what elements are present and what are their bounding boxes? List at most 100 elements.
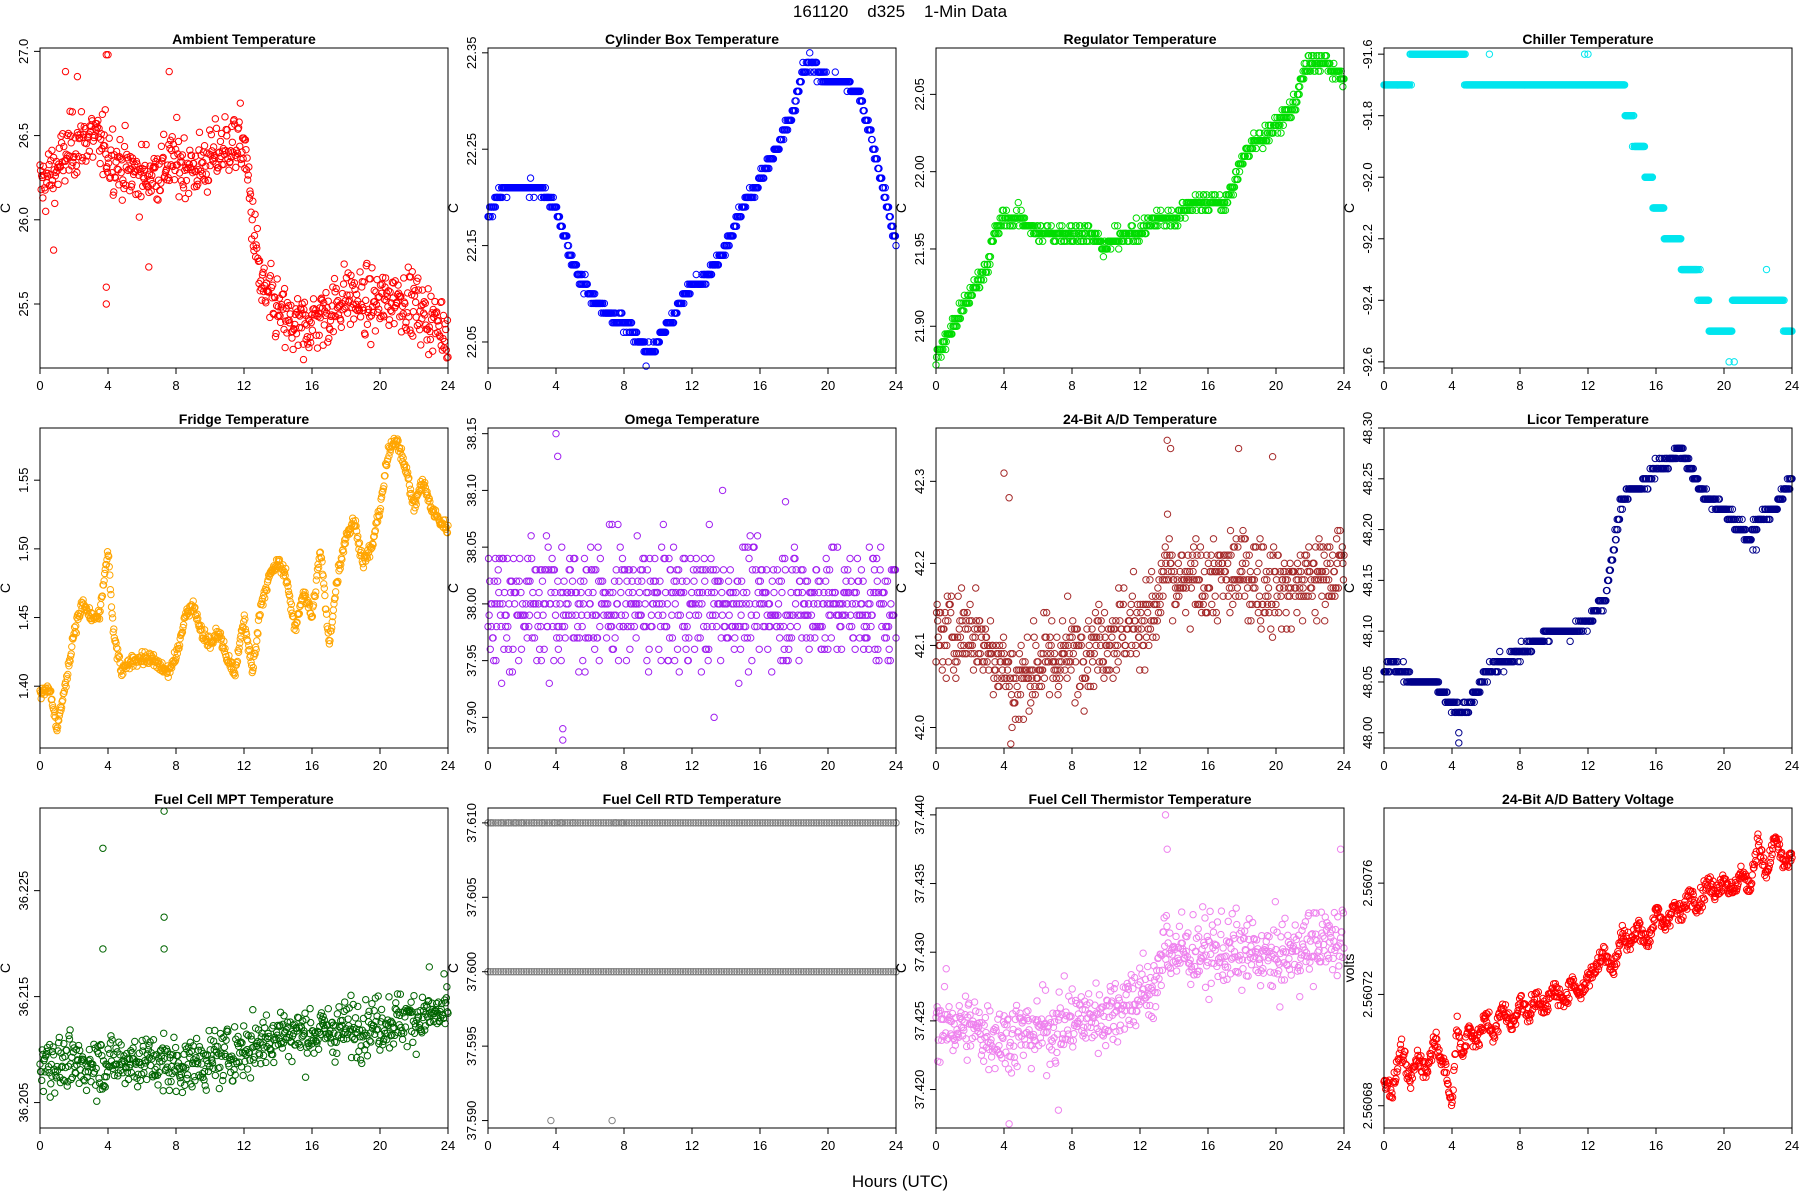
y-tick-label: 22.05 [464,326,479,359]
data-point [337,323,346,332]
data-point [831,68,839,76]
data-point [272,302,281,310]
data-point [1029,617,1038,625]
data-point [589,588,597,597]
data-point [156,186,165,195]
data-point [442,325,450,334]
data-point [308,326,317,334]
data-point [294,341,302,349]
data-point [170,175,179,184]
data-point [1196,543,1205,551]
data-point [409,332,417,340]
data-point [107,603,116,611]
data-point [1071,699,1079,707]
data-point [125,186,134,195]
data-point [999,633,1008,641]
data-point [1191,559,1199,568]
data-point [383,289,391,297]
data-point [105,134,113,142]
data-point [146,176,155,184]
y-tick-label: 22.00 [912,155,927,188]
data-point [362,296,370,305]
data-point [331,288,339,296]
plot-frame [1383,47,1793,369]
data-point [271,332,280,341]
data-point [1048,617,1056,625]
y-tick-label: -92.0 [1360,162,1375,192]
data-point [730,645,738,653]
data-point [103,163,111,171]
y-axis-label: C [0,203,13,213]
data-point [539,184,547,192]
data-point [266,272,275,280]
data-point [617,588,625,597]
data-point [551,611,560,619]
data-point [303,332,311,341]
data-point [1025,707,1033,715]
data-point [267,259,275,268]
data-point [368,264,376,272]
y-tick-label: 27.0 [16,39,31,64]
data-point [1061,666,1069,674]
data-point [1099,252,1108,261]
y-tick-label: 22.05 [912,78,927,111]
data-point [1054,682,1063,691]
data-point [97,600,105,609]
data-point [436,298,445,307]
data-point [342,274,351,282]
x-tick-label: 16 [1649,378,1663,393]
x-tick-label: 12 [237,758,251,773]
data-point [221,113,229,121]
data-point [821,634,829,642]
outlier-point [554,452,562,461]
data-point [690,577,698,585]
data-point [289,345,297,354]
data-point [737,611,745,619]
data-point [1146,576,1154,584]
data-point [272,329,280,338]
data-point [484,554,493,563]
data-point [372,301,381,309]
data-point [406,273,415,281]
panel-title: Cylinder Box Temperature [605,31,779,47]
data-point [346,320,355,328]
data-point [324,297,332,305]
data-point [614,656,623,665]
data-point [205,126,214,134]
data-point [525,193,534,202]
x-tick-label: 16 [753,758,767,773]
data-point [668,611,676,619]
data-point [251,210,259,219]
data-point [165,176,174,185]
outlier-point [165,67,173,76]
y-tick-label: 38.10 [464,474,479,507]
data-point [184,189,193,198]
data-point [887,600,895,608]
data-point [434,316,443,325]
data-point [390,319,398,328]
data-point [934,617,942,625]
data-point [45,160,53,169]
data-point [602,634,611,642]
data-point [162,165,171,173]
x-tick-label: 8 [620,378,627,393]
point-group [484,429,900,744]
x-tick-label: 16 [305,378,319,393]
data-point [615,577,623,585]
x-tick-label: 8 [620,758,627,773]
data-point [268,281,277,289]
data-point [292,329,301,338]
plot-frame [935,47,1345,369]
data-point [359,306,368,315]
data-point [822,554,830,563]
data-point [731,634,739,642]
x-tick-label: 16 [753,378,767,393]
x-tick-label: 20 [821,758,835,773]
data-point [177,176,185,185]
data-point [555,212,564,221]
figure-title: 161120 d325 1-Min Data [792,2,1008,21]
data-point [527,554,536,563]
data-point [556,600,564,608]
data-point [876,543,885,551]
